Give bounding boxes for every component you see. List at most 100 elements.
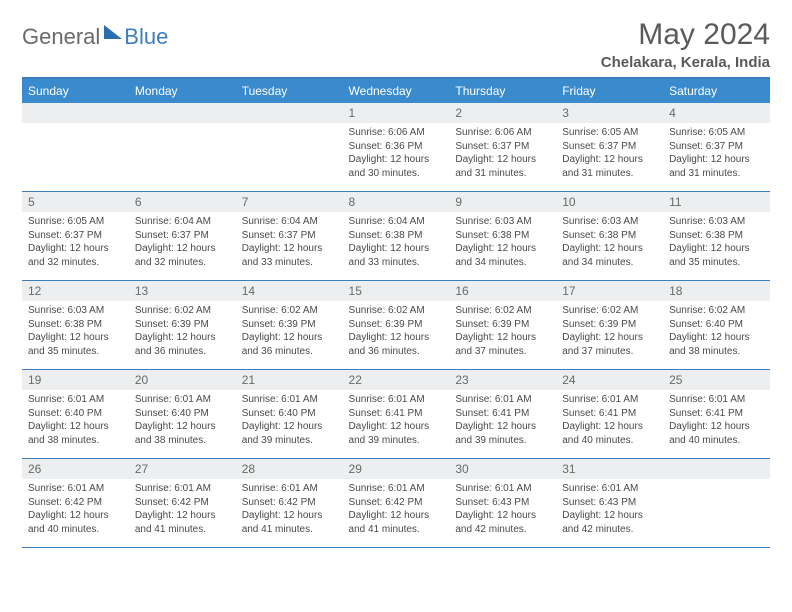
weekday-header-row: SundayMondayTuesdayWednesdayThursdayFrid… bbox=[22, 79, 770, 103]
day-number: 24 bbox=[556, 370, 663, 390]
calendar-week-row: 5Sunrise: 6:05 AMSunset: 6:37 PMDaylight… bbox=[22, 192, 770, 281]
calendar-day-cell: 4Sunrise: 6:05 AMSunset: 6:37 PMDaylight… bbox=[663, 103, 770, 192]
weekday-header: Saturday bbox=[663, 79, 770, 103]
title-block: May 2024 Chelakara, Kerala, India bbox=[601, 18, 770, 71]
day-number: 11 bbox=[663, 192, 770, 212]
logo-triangle-icon bbox=[104, 25, 122, 39]
calendar-day-cell: 10Sunrise: 6:03 AMSunset: 6:38 PMDayligh… bbox=[556, 192, 663, 281]
day-data: Sunrise: 6:02 AMSunset: 6:39 PMDaylight:… bbox=[129, 301, 236, 358]
day-number: 25 bbox=[663, 370, 770, 390]
day-number: 20 bbox=[129, 370, 236, 390]
day-number: 5 bbox=[22, 192, 129, 212]
day-data: Sunrise: 6:05 AMSunset: 6:37 PMDaylight:… bbox=[556, 123, 663, 180]
day-number: 28 bbox=[236, 459, 343, 479]
calendar-day-cell: 28Sunrise: 6:01 AMSunset: 6:42 PMDayligh… bbox=[236, 459, 343, 548]
day-data: Sunrise: 6:01 AMSunset: 6:42 PMDaylight:… bbox=[22, 479, 129, 536]
weekday-header: Sunday bbox=[22, 79, 129, 103]
calendar-day-cell: 8Sunrise: 6:04 AMSunset: 6:38 PMDaylight… bbox=[343, 192, 450, 281]
calendar-day-cell: 22Sunrise: 6:01 AMSunset: 6:41 PMDayligh… bbox=[343, 370, 450, 459]
day-data: Sunrise: 6:02 AMSunset: 6:39 PMDaylight:… bbox=[556, 301, 663, 358]
day-data: Sunrise: 6:05 AMSunset: 6:37 PMDaylight:… bbox=[22, 212, 129, 269]
day-number-empty bbox=[22, 103, 129, 123]
logo: General Blue bbox=[22, 24, 168, 50]
day-data: Sunrise: 6:03 AMSunset: 6:38 PMDaylight:… bbox=[449, 212, 556, 269]
logo-text-general: General bbox=[22, 24, 100, 50]
calendar-day-cell: 29Sunrise: 6:01 AMSunset: 6:42 PMDayligh… bbox=[343, 459, 450, 548]
calendar-week-row: 19Sunrise: 6:01 AMSunset: 6:40 PMDayligh… bbox=[22, 370, 770, 459]
day-data: Sunrise: 6:01 AMSunset: 6:42 PMDaylight:… bbox=[343, 479, 450, 536]
day-data: Sunrise: 6:04 AMSunset: 6:38 PMDaylight:… bbox=[343, 212, 450, 269]
day-data: Sunrise: 6:02 AMSunset: 6:39 PMDaylight:… bbox=[236, 301, 343, 358]
day-data: Sunrise: 6:01 AMSunset: 6:41 PMDaylight:… bbox=[343, 390, 450, 447]
calendar-day-cell: 3Sunrise: 6:05 AMSunset: 6:37 PMDaylight… bbox=[556, 103, 663, 192]
day-data: Sunrise: 6:01 AMSunset: 6:40 PMDaylight:… bbox=[236, 390, 343, 447]
day-number: 3 bbox=[556, 103, 663, 123]
day-number: 14 bbox=[236, 281, 343, 301]
day-number: 23 bbox=[449, 370, 556, 390]
day-number: 4 bbox=[663, 103, 770, 123]
day-data: Sunrise: 6:03 AMSunset: 6:38 PMDaylight:… bbox=[663, 212, 770, 269]
calendar-day-cell: 11Sunrise: 6:03 AMSunset: 6:38 PMDayligh… bbox=[663, 192, 770, 281]
day-number: 31 bbox=[556, 459, 663, 479]
calendar-week-row: 1Sunrise: 6:06 AMSunset: 6:36 PMDaylight… bbox=[22, 103, 770, 192]
header: General Blue May 2024 Chelakara, Kerala,… bbox=[22, 18, 770, 71]
calendar-day-cell: 13Sunrise: 6:02 AMSunset: 6:39 PMDayligh… bbox=[129, 281, 236, 370]
day-number: 2 bbox=[449, 103, 556, 123]
calendar-day-cell: 1Sunrise: 6:06 AMSunset: 6:36 PMDaylight… bbox=[343, 103, 450, 192]
day-data: Sunrise: 6:05 AMSunset: 6:37 PMDaylight:… bbox=[663, 123, 770, 180]
day-number: 21 bbox=[236, 370, 343, 390]
day-number: 30 bbox=[449, 459, 556, 479]
day-number: 16 bbox=[449, 281, 556, 301]
calendar-day-cell: 6Sunrise: 6:04 AMSunset: 6:37 PMDaylight… bbox=[129, 192, 236, 281]
calendar-empty-cell bbox=[663, 459, 770, 548]
day-number-empty bbox=[236, 103, 343, 123]
calendar-day-cell: 19Sunrise: 6:01 AMSunset: 6:40 PMDayligh… bbox=[22, 370, 129, 459]
day-data: Sunrise: 6:01 AMSunset: 6:42 PMDaylight:… bbox=[236, 479, 343, 536]
day-number: 10 bbox=[556, 192, 663, 212]
calendar-empty-cell bbox=[22, 103, 129, 192]
calendar-day-cell: 24Sunrise: 6:01 AMSunset: 6:41 PMDayligh… bbox=[556, 370, 663, 459]
day-data: Sunrise: 6:03 AMSunset: 6:38 PMDaylight:… bbox=[22, 301, 129, 358]
day-data: Sunrise: 6:06 AMSunset: 6:37 PMDaylight:… bbox=[449, 123, 556, 180]
calendar-day-cell: 17Sunrise: 6:02 AMSunset: 6:39 PMDayligh… bbox=[556, 281, 663, 370]
calendar-empty-cell bbox=[129, 103, 236, 192]
calendar-week-row: 26Sunrise: 6:01 AMSunset: 6:42 PMDayligh… bbox=[22, 459, 770, 548]
day-data: Sunrise: 6:02 AMSunset: 6:40 PMDaylight:… bbox=[663, 301, 770, 358]
day-data: Sunrise: 6:01 AMSunset: 6:41 PMDaylight:… bbox=[663, 390, 770, 447]
day-data: Sunrise: 6:01 AMSunset: 6:40 PMDaylight:… bbox=[129, 390, 236, 447]
day-number-empty bbox=[129, 103, 236, 123]
day-data: Sunrise: 6:01 AMSunset: 6:41 PMDaylight:… bbox=[556, 390, 663, 447]
weekday-header: Wednesday bbox=[343, 79, 450, 103]
day-number: 12 bbox=[22, 281, 129, 301]
day-number: 9 bbox=[449, 192, 556, 212]
day-data: Sunrise: 6:01 AMSunset: 6:41 PMDaylight:… bbox=[449, 390, 556, 447]
calendar-day-cell: 9Sunrise: 6:03 AMSunset: 6:38 PMDaylight… bbox=[449, 192, 556, 281]
day-data: Sunrise: 6:01 AMSunset: 6:43 PMDaylight:… bbox=[556, 479, 663, 536]
calendar-day-cell: 25Sunrise: 6:01 AMSunset: 6:41 PMDayligh… bbox=[663, 370, 770, 459]
day-data: Sunrise: 6:01 AMSunset: 6:40 PMDaylight:… bbox=[22, 390, 129, 447]
day-number: 19 bbox=[22, 370, 129, 390]
day-number: 13 bbox=[129, 281, 236, 301]
weekday-header: Tuesday bbox=[236, 79, 343, 103]
calendar-day-cell: 16Sunrise: 6:02 AMSunset: 6:39 PMDayligh… bbox=[449, 281, 556, 370]
day-data: Sunrise: 6:01 AMSunset: 6:42 PMDaylight:… bbox=[129, 479, 236, 536]
calendar-table: SundayMondayTuesdayWednesdayThursdayFrid… bbox=[22, 79, 770, 548]
weekday-header: Thursday bbox=[449, 79, 556, 103]
calendar-day-cell: 7Sunrise: 6:04 AMSunset: 6:37 PMDaylight… bbox=[236, 192, 343, 281]
day-number-empty bbox=[663, 459, 770, 479]
calendar-empty-cell bbox=[236, 103, 343, 192]
day-number: 15 bbox=[343, 281, 450, 301]
day-number: 17 bbox=[556, 281, 663, 301]
day-data: Sunrise: 6:03 AMSunset: 6:38 PMDaylight:… bbox=[556, 212, 663, 269]
calendar-day-cell: 5Sunrise: 6:05 AMSunset: 6:37 PMDaylight… bbox=[22, 192, 129, 281]
day-data: Sunrise: 6:02 AMSunset: 6:39 PMDaylight:… bbox=[449, 301, 556, 358]
day-data: Sunrise: 6:04 AMSunset: 6:37 PMDaylight:… bbox=[129, 212, 236, 269]
calendar-day-cell: 27Sunrise: 6:01 AMSunset: 6:42 PMDayligh… bbox=[129, 459, 236, 548]
calendar-day-cell: 20Sunrise: 6:01 AMSunset: 6:40 PMDayligh… bbox=[129, 370, 236, 459]
calendar-day-cell: 15Sunrise: 6:02 AMSunset: 6:39 PMDayligh… bbox=[343, 281, 450, 370]
day-number: 22 bbox=[343, 370, 450, 390]
day-data: Sunrise: 6:04 AMSunset: 6:37 PMDaylight:… bbox=[236, 212, 343, 269]
day-number: 7 bbox=[236, 192, 343, 212]
weekday-header: Monday bbox=[129, 79, 236, 103]
calendar-day-cell: 31Sunrise: 6:01 AMSunset: 6:43 PMDayligh… bbox=[556, 459, 663, 548]
